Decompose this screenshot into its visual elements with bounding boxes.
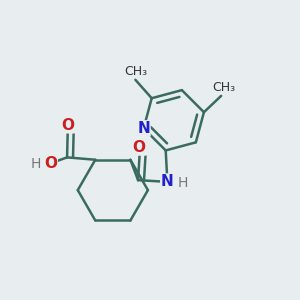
Text: O: O: [133, 140, 146, 155]
Text: N: N: [137, 121, 150, 136]
Text: CH₃: CH₃: [124, 65, 147, 78]
Text: H: H: [31, 157, 41, 171]
Text: H: H: [178, 176, 188, 190]
Text: O: O: [44, 156, 57, 171]
Text: N: N: [161, 174, 174, 189]
Text: O: O: [61, 118, 74, 133]
Text: CH₃: CH₃: [213, 81, 236, 94]
